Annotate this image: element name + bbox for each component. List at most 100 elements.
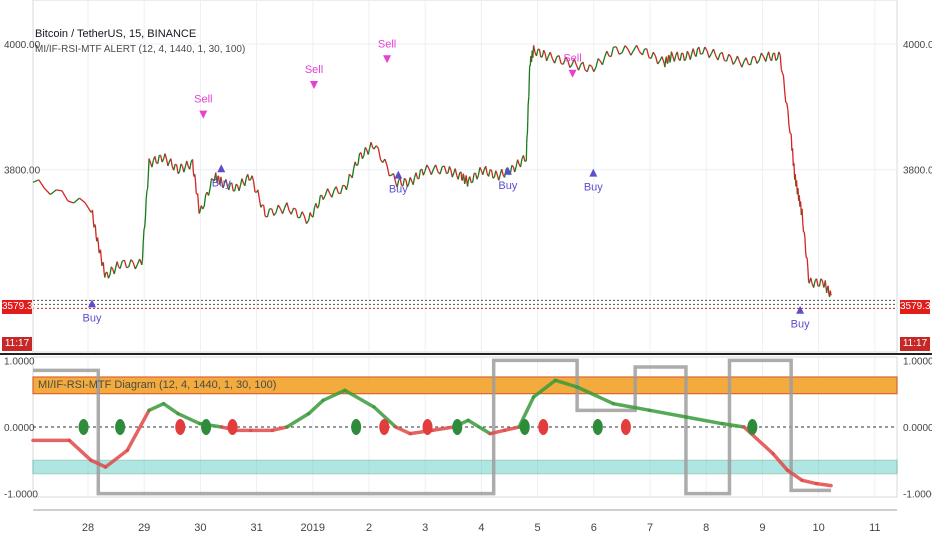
price-segment	[773, 52, 777, 61]
price-segment	[778, 51, 781, 56]
price-segment	[686, 50, 690, 55]
osc-segment	[611, 401, 652, 413]
price-segment	[177, 171, 181, 175]
osc-segment	[306, 398, 325, 416]
x-tick-label: 29	[138, 522, 150, 534]
x-tick-label: 7	[647, 522, 653, 534]
price-segment	[569, 64, 573, 68]
price-segment	[405, 179, 408, 188]
price-segment	[577, 64, 582, 71]
price-segment	[519, 158, 523, 168]
price-segment	[409, 177, 413, 182]
price-segment	[316, 205, 320, 209]
buy-marker	[503, 166, 512, 175]
mtf-step-line	[33, 358, 832, 496]
price-segment	[514, 166, 517, 173]
price-segment	[258, 198, 262, 208]
osc-segment	[466, 418, 492, 436]
price-segment	[354, 161, 358, 166]
price-segment	[136, 258, 141, 265]
price-segment	[145, 191, 148, 200]
price-segment	[511, 164, 514, 168]
price-segment	[345, 183, 349, 191]
price-segment	[293, 207, 296, 210]
price-segment	[238, 185, 242, 192]
price-segment	[234, 183, 237, 191]
price-segment	[123, 260, 128, 268]
osc-segment	[814, 481, 833, 488]
price-segment	[96, 237, 99, 243]
price-segment	[348, 173, 352, 177]
price-segment	[654, 55, 659, 65]
price-segment	[589, 64, 592, 67]
price-segment	[32, 179, 40, 183]
price-segment	[676, 51, 680, 60]
price-segment	[102, 262, 105, 273]
price-segment	[704, 46, 708, 51]
price-segment	[443, 165, 448, 174]
price-segment	[524, 160, 527, 163]
price-segment	[789, 132, 792, 135]
cross-up-dot	[78, 419, 89, 435]
price-segment	[426, 164, 430, 170]
price-segment	[211, 178, 214, 181]
price-segment	[517, 159, 520, 165]
price-segment	[664, 59, 667, 68]
price-segment	[698, 47, 702, 55]
price-segment	[618, 52, 623, 55]
price-segment	[351, 168, 355, 178]
price-segment	[476, 174, 480, 180]
buy-marker	[589, 168, 598, 177]
sell-marker	[310, 81, 318, 90]
price-segment	[464, 180, 467, 185]
price-tag-left: 3579.39	[2, 300, 39, 314]
buy-label: Buy	[584, 182, 603, 194]
y-tick-label-right: 3800.00	[903, 166, 932, 177]
price-segment	[154, 156, 157, 164]
indicator-title: MI/IF-RSI-MTF ALERT (12, 4, 1440, 1, 30,…	[35, 44, 246, 55]
price-segment	[247, 174, 250, 181]
sell-label: Sell	[194, 94, 212, 106]
price-segment	[273, 212, 277, 216]
price-segment	[540, 56, 543, 58]
price-segment	[806, 257, 809, 268]
cross-down-dot	[538, 419, 549, 435]
price-segment	[263, 205, 266, 217]
osc-segment	[103, 448, 130, 469]
price-segment	[571, 58, 575, 65]
price-segment	[501, 168, 504, 176]
price-segment	[322, 194, 326, 200]
price-segment	[535, 49, 539, 57]
price-segment	[38, 179, 46, 189]
price-segment	[360, 152, 364, 159]
price-segment	[633, 44, 638, 51]
price-segment	[562, 57, 567, 65]
oscillator-title: MI/IF-RSI-MTF Diagram (12, 4, 1440, 1, 3…	[38, 379, 277, 391]
price-segment	[803, 231, 806, 238]
price-segment	[604, 50, 608, 58]
x-tick-label: 6	[591, 522, 597, 534]
x-tick-label: 10	[812, 522, 824, 534]
price-segment	[682, 53, 686, 61]
price-segment	[522, 155, 526, 162]
y-tick-label-left: 4000.00	[4, 40, 41, 51]
price-segment	[128, 259, 132, 268]
price-segment	[669, 58, 672, 63]
osc-y-tick-left: 0.0000	[4, 423, 35, 434]
price-segment	[147, 158, 150, 175]
price-segment	[498, 174, 501, 181]
x-tick-label: 30	[194, 522, 206, 534]
price-segment	[271, 208, 275, 216]
price-segment	[430, 168, 435, 175]
y-tick-label-left: 3800.00	[4, 166, 41, 177]
price-segment	[110, 266, 114, 270]
cross-up-dot	[747, 419, 758, 435]
price-segment	[492, 176, 495, 179]
price-segment	[157, 155, 160, 164]
price-segment	[197, 204, 200, 214]
osc-segment	[553, 378, 579, 389]
price-segment	[363, 147, 366, 156]
price-segment	[178, 163, 182, 172]
price-segment	[435, 164, 439, 172]
buy-label: Buy	[791, 319, 810, 331]
